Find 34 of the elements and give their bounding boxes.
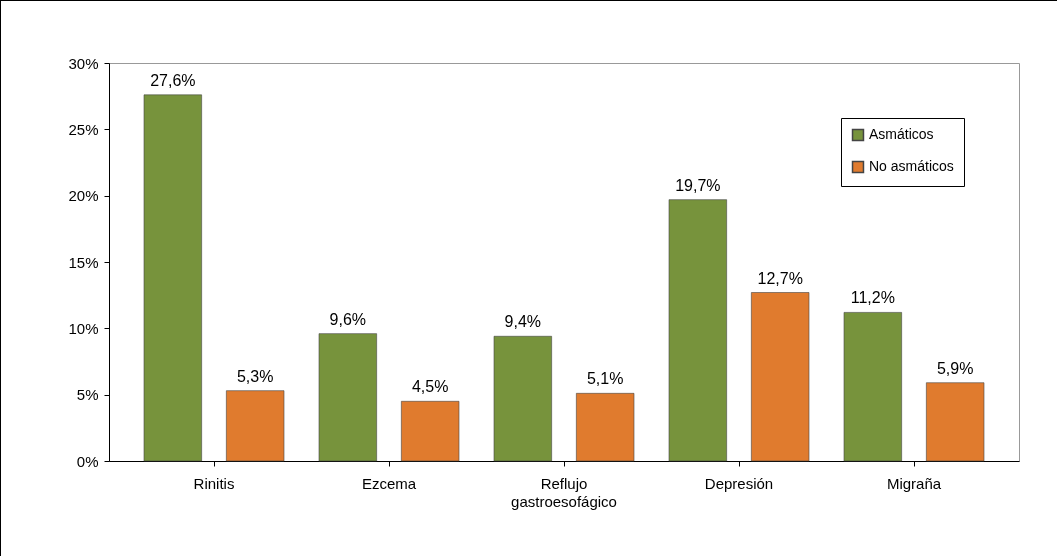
legend-label: Asmáticos	[869, 126, 934, 142]
data-label: 4,5%	[411, 378, 449, 396]
y-tick-label: 30%	[68, 54, 99, 72]
data-label: 5,9%	[936, 359, 974, 377]
x-tick-label: Rinitis	[193, 474, 235, 492]
bar	[926, 382, 985, 462]
data-label: 27,6%	[150, 71, 196, 89]
y-tick-label: 25%	[68, 120, 99, 138]
bar	[226, 390, 285, 462]
bar	[401, 401, 460, 462]
x-tick-label: Ezcema	[361, 474, 417, 492]
data-label: 19,7%	[675, 176, 721, 194]
bar	[576, 393, 635, 462]
data-label: 12,7%	[757, 269, 803, 287]
bar	[843, 312, 902, 462]
bar	[493, 335, 552, 462]
data-label: 9,6%	[329, 310, 367, 328]
y-tick-label: 20%	[68, 187, 99, 205]
data-label: 5,1%	[586, 370, 624, 388]
y-tick-label: 0%	[76, 452, 99, 470]
bar	[318, 333, 377, 462]
data-label: 9,4%	[504, 313, 542, 331]
x-tick-label: Reflujo gastroesofágico	[511, 474, 617, 510]
y-tick-label: 15%	[68, 253, 99, 271]
x-tick-label: Depresión	[704, 474, 774, 492]
bar	[751, 292, 810, 462]
y-tick-label: 10%	[68, 319, 99, 337]
bar	[143, 94, 202, 462]
data-label: 5,3%	[236, 367, 274, 385]
data-label: 11,2%	[850, 289, 895, 307]
y-tick-label: 5%	[76, 386, 99, 404]
legend-label: No asmáticos	[869, 158, 954, 174]
x-tick-label: Migraña	[886, 474, 942, 492]
bar	[668, 199, 727, 462]
